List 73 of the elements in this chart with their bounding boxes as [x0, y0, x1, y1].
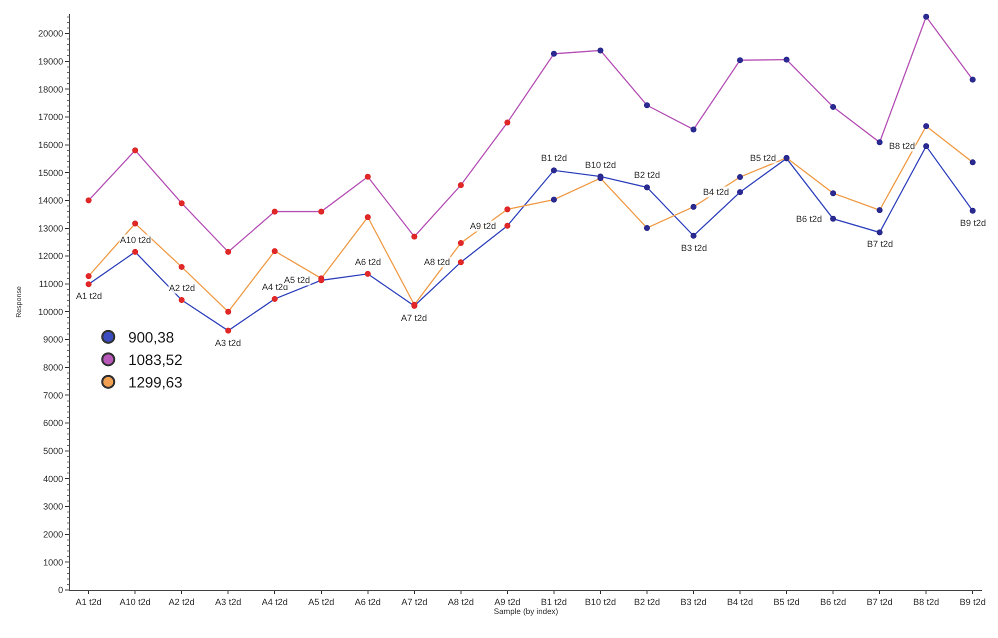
- point: [458, 259, 464, 266]
- x-tick-label: B8 t2d: [913, 596, 940, 607]
- x-tick-label: B1 t2d: [540, 596, 567, 607]
- annotation: B5 t2d: [750, 153, 776, 163]
- legend-label: 1299,63: [128, 374, 182, 392]
- annotation: B9 t2d: [960, 218, 986, 228]
- y-tick-label: 15000: [38, 168, 64, 178]
- y-tick-label: 11000: [38, 279, 64, 290]
- y-tick-label: 19000: [38, 56, 64, 66]
- point: [225, 328, 232, 334]
- x-tick-label: A9 t2d: [494, 596, 520, 607]
- x-tick-label: A4 t2d: [262, 596, 288, 607]
- annotation: A9 t2d: [470, 221, 496, 231]
- x-tick-label: B4 t2d: [727, 596, 754, 607]
- x-tick-label: B3 t2d: [680, 596, 707, 607]
- annotation: B1 t2d: [541, 153, 568, 163]
- annotation: A5 t2d: [284, 275, 310, 285]
- y-tick-label: 20000: [38, 28, 64, 39]
- annotation: A1 t2d: [76, 291, 102, 301]
- point: [504, 222, 510, 229]
- annotation: B6 t2d: [796, 214, 822, 224]
- x-tick-label: B2 t2d: [634, 596, 660, 607]
- y-tick-label: 1000: [43, 557, 64, 568]
- x-tick-label: B9 t2d: [960, 596, 986, 607]
- annotation: B3 t2d: [681, 243, 708, 253]
- y-tick-label: 10000: [38, 306, 64, 317]
- annotation: A7 t2d: [401, 313, 428, 323]
- y-tick-label: 0: [58, 585, 64, 596]
- y-tick-label: 18000: [38, 84, 64, 94]
- annotation: B2 t2d: [634, 170, 660, 180]
- y-tick-label: 6000: [43, 418, 64, 428]
- x-tick-label: B6 t2d: [820, 596, 846, 607]
- x-tick-label: A10 t2d: [120, 596, 151, 607]
- y-tick-label: 2000: [43, 530, 64, 540]
- y-tick-label: 16000: [38, 140, 64, 150]
- x-tick-label: A5 t2d: [308, 596, 334, 607]
- y-tick-label: 17000: [38, 112, 64, 122]
- annotation: B10 t2d: [585, 160, 616, 170]
- legend-label: 900,38: [128, 330, 174, 347]
- x-tick-label: B10 t2d: [584, 596, 616, 607]
- x-axis-title: Sample (by index): [494, 606, 559, 616]
- y-tick-label: 4000: [43, 474, 64, 484]
- annotation: A3 t2d: [215, 338, 242, 348]
- y-tick-label: 9000: [43, 334, 64, 345]
- y-tick-label: 13000: [38, 223, 64, 234]
- annotation: B8 t2d: [889, 141, 916, 151]
- point: [364, 270, 371, 277]
- x-tick-label: A7 t2d: [401, 596, 428, 607]
- annotation: A6 t2d: [355, 257, 382, 267]
- x-tick-label: B5 t2d: [774, 596, 800, 607]
- x-tick-label: A2 t2d: [168, 596, 195, 607]
- y-tick-label: 5000: [43, 446, 64, 456]
- point: [86, 281, 92, 288]
- x-tick-label: A1 t2d: [76, 596, 102, 607]
- x-tick-label: A8 t2d: [448, 596, 474, 607]
- annotation: A10 t2d: [120, 235, 152, 245]
- x-tick-label: B7 t2d: [866, 596, 893, 607]
- x-tick-label: A6 t2d: [354, 596, 381, 607]
- y-tick-label: 12000: [38, 251, 64, 262]
- annotation: A4 t2d: [262, 282, 288, 292]
- annotation: A8 t2d: [424, 257, 450, 267]
- annotation: B4 t2d: [703, 187, 730, 197]
- y-tick-label: 3000: [43, 502, 64, 512]
- annotation: A2 t2d: [169, 283, 196, 293]
- point: [132, 248, 138, 255]
- x-tick-label: A3 t2d: [215, 596, 242, 607]
- y-tick-label: 14000: [38, 196, 64, 206]
- y-tick-label: 8000: [43, 362, 64, 373]
- legend-label: 1083,52: [128, 352, 182, 370]
- y-tick-label: 7000: [43, 390, 64, 400]
- point: [272, 296, 278, 302]
- point: [178, 297, 185, 304]
- annotation: B7 t2d: [867, 239, 894, 249]
